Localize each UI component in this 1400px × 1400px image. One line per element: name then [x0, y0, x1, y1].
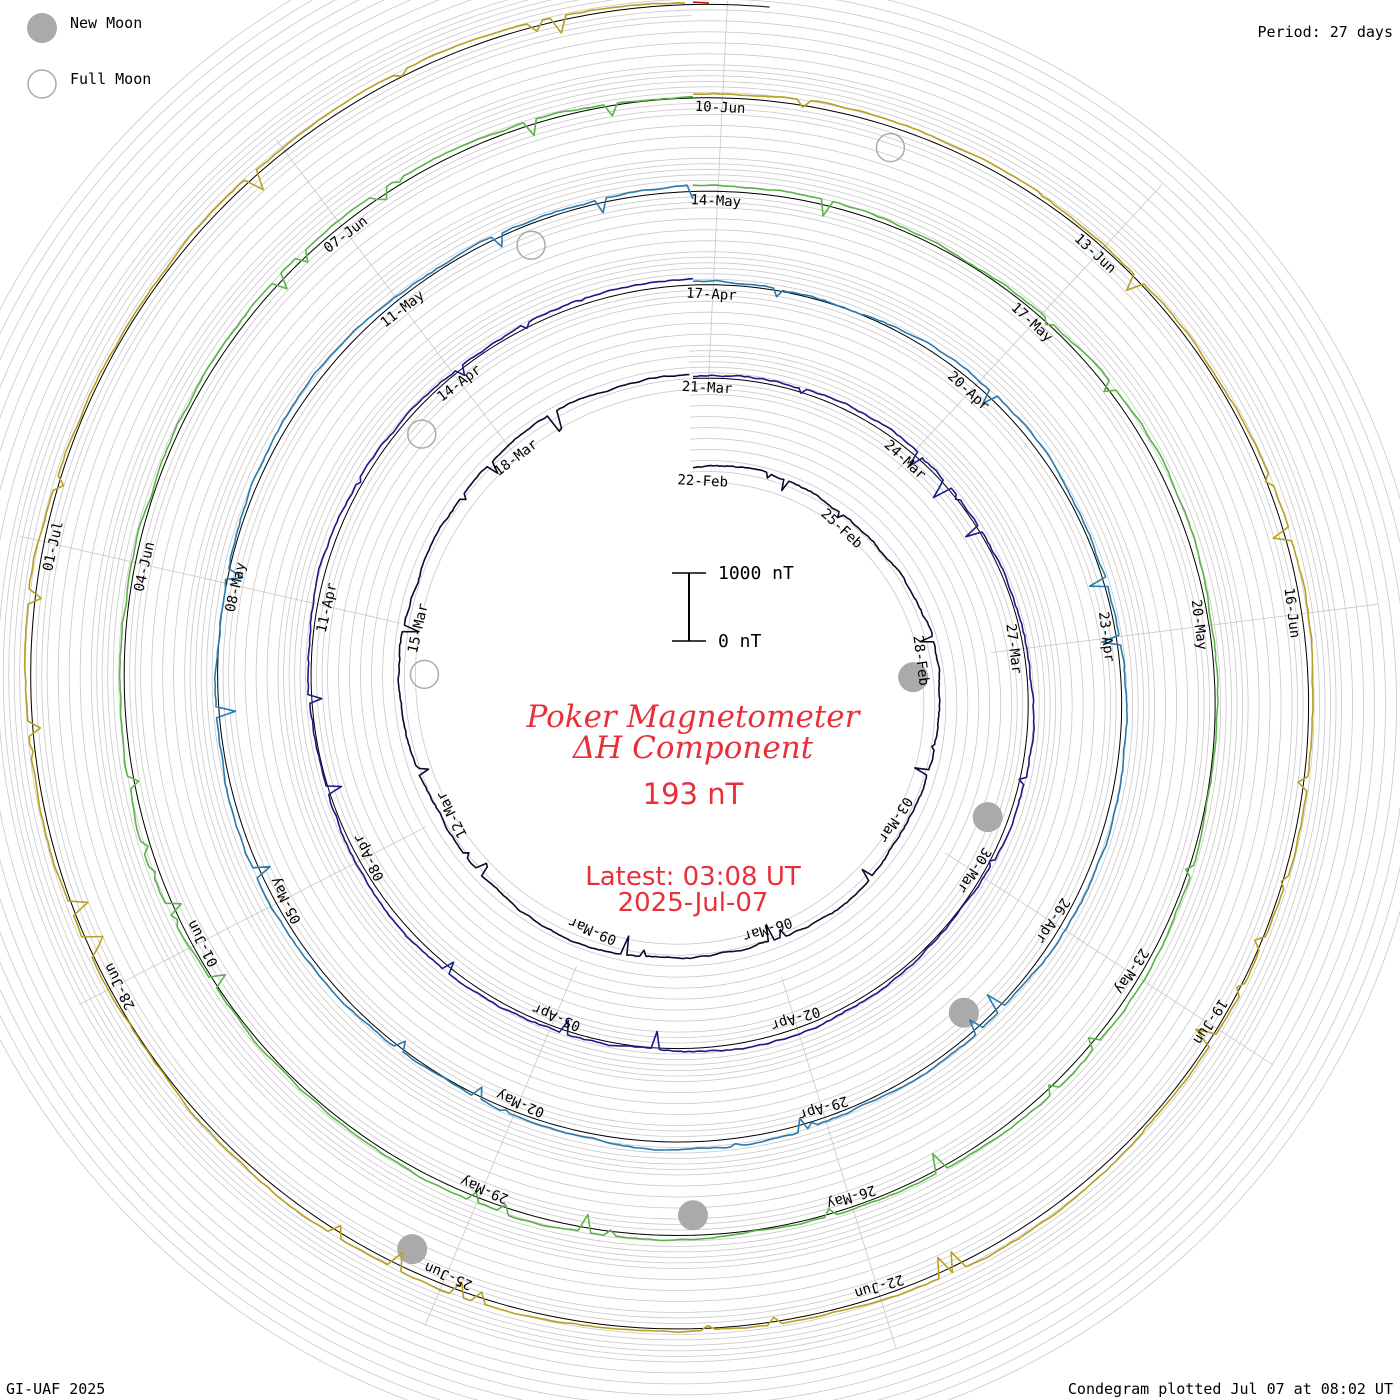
grid-spoke [276, 139, 513, 452]
date-label: 08-May [223, 561, 250, 614]
new-moon-marker [898, 662, 929, 693]
grid-spoke [707, 0, 728, 391]
full-moon-marker [409, 659, 440, 690]
grid-spiral [19, 0, 1320, 1341]
trace-rotation-6 [692, 1, 710, 4]
full-moon-icon [27, 69, 57, 99]
date-label: 27-Mar [1002, 623, 1024, 675]
grid-spiral [41, 15, 1298, 1319]
chart-subtitle: ΔH Component [572, 730, 814, 766]
date-label: 14-May [690, 192, 741, 210]
grid-spiral [0, 0, 1342, 1363]
grid-spoke [424, 966, 577, 1326]
scale-bar: 1000 nT 0 nT [672, 563, 794, 652]
full-moon-marker [516, 230, 546, 260]
trace-rotation-2 [306, 277, 1035, 1053]
date-label: 20-May [1188, 599, 1210, 651]
date-label: 22-Feb [677, 472, 728, 490]
grid-spoke [78, 826, 427, 1006]
data-traces [23, 1, 1314, 1334]
date-label: 07-Jun [321, 213, 371, 256]
grid-spiral [0, 0, 1353, 1374]
grid-spoke [781, 976, 897, 1350]
credit-label: GI-UAF 2025 [6, 1380, 105, 1398]
date-label: 14-Apr [434, 362, 484, 405]
full-moon-marker [875, 132, 906, 163]
new-moon-marker [972, 802, 1003, 833]
date-label: 28-Feb [909, 635, 931, 687]
date-label: 11-Apr [314, 581, 341, 634]
date-label: 17-Apr [686, 286, 737, 304]
grid-spiral [0, 0, 1364, 1385]
date-label: 23-Apr [1095, 611, 1117, 663]
grid-spiral [8, 0, 1331, 1352]
date-label: 26-Apr [1032, 895, 1073, 946]
new-moon-marker [397, 1234, 428, 1265]
full-moon-marker [407, 419, 437, 449]
trace-rotation-5 [23, 1, 1314, 1334]
grid-spoke [944, 852, 1273, 1065]
full-moon-label: Full Moon [70, 70, 151, 88]
trace-rotation-3 [213, 184, 1128, 1151]
current-value: 193 nT [643, 777, 744, 811]
latest-time: Latest: 03:08 UT [585, 862, 801, 892]
grid-spoke [896, 183, 1163, 471]
new-moon-marker [678, 1200, 708, 1231]
plotted-timestamp: Condegram plotted Jul 07 at 08:02 UT [1068, 1380, 1393, 1398]
scale-top-label: 1000 nT [718, 563, 794, 584]
date-label: 21-Mar [681, 379, 732, 397]
grid-spoke [20, 535, 401, 624]
trace-rotation-1 [397, 373, 941, 960]
date-label: 08-Apr [350, 831, 387, 883]
date-label: 16-Jun [1280, 587, 1302, 639]
date-label: 11-May [378, 288, 428, 331]
grid-spoke [990, 603, 1378, 654]
date-label: 18-Mar [491, 436, 541, 479]
new-moon-label: New Moon [70, 14, 142, 32]
period-label: Period: 27 days [1258, 23, 1393, 41]
trace-rotation-4 [118, 95, 1219, 1242]
date-label: 10-Jun [694, 99, 745, 117]
baseline-spiral [30, 3, 1310, 1330]
scale-bottom-label: 0 nT [718, 631, 762, 652]
chart-title: Poker Magnetometer [526, 699, 862, 735]
moon-markers [397, 132, 1003, 1265]
baseline-rings [30, 3, 1310, 1330]
date-label: 03-Mar [875, 794, 916, 845]
new-moon-icon [27, 13, 57, 43]
date-label: 05-May [267, 874, 304, 926]
date-label: 23-May [1111, 945, 1152, 996]
latest-date: 2025-Jul-07 [618, 888, 769, 918]
date-label: 01-Jun [184, 917, 221, 969]
